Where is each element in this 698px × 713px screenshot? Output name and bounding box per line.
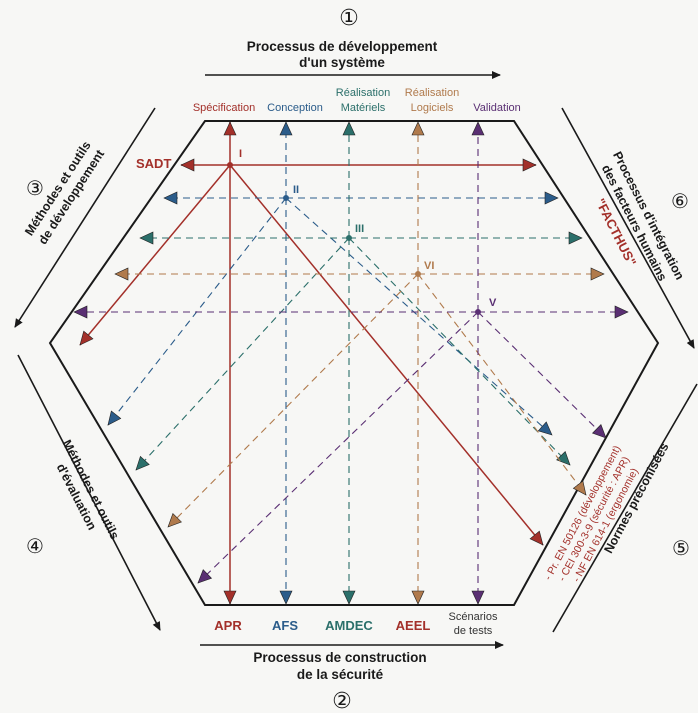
node-v-right-head xyxy=(614,305,629,319)
node-i-down-head xyxy=(223,590,237,605)
left-bottom-number: ④ xyxy=(26,536,44,558)
top-number: ① xyxy=(339,5,359,30)
safety-apr: APR xyxy=(214,618,242,633)
node-label-i: I xyxy=(239,148,242,160)
bottom-number: ② xyxy=(332,688,352,713)
node-v-down-head xyxy=(471,590,485,605)
node-label-vi: VI xyxy=(424,260,434,272)
node-ii-diag-left-head xyxy=(107,410,122,426)
node-i-diag-right-head xyxy=(529,530,544,546)
phase-specification: Spécification xyxy=(193,102,255,114)
node-v-diag-right-line xyxy=(477,311,607,439)
node-ii-diag-right-head xyxy=(537,421,553,436)
node-iii-left-head xyxy=(139,231,154,245)
node-vi-diag-right-head xyxy=(572,480,587,496)
node-iii-diag-left-head xyxy=(135,455,150,471)
arrow-network xyxy=(73,121,629,605)
top-title-line1: Processus de développement xyxy=(247,39,438,54)
phase-materiels-line1: Réalisation xyxy=(336,87,390,99)
right-bottom-number: ⑤ xyxy=(672,538,690,560)
safety-aeel: AEEL xyxy=(396,618,431,633)
safety-tests-line1: Scénarios xyxy=(449,611,498,623)
right-top-number: ⑥ xyxy=(671,191,689,213)
phase-logiciels-line2: Logiciels xyxy=(411,102,454,114)
node-v-diag-left-line xyxy=(197,311,479,584)
safety-tests-line2: de tests xyxy=(454,625,493,637)
node-vi-up-head xyxy=(411,121,425,136)
left-top-arrow xyxy=(14,107,156,328)
node-iii-right-head xyxy=(568,231,583,245)
node-i-diag-left-line xyxy=(79,164,231,346)
node-i-diag-left-head xyxy=(79,330,94,346)
node-label-iii: III xyxy=(355,223,364,235)
node-i-diag-right-line xyxy=(229,164,544,546)
phase-logiciels-line1: Réalisation xyxy=(405,87,459,99)
left-bottom-arrow xyxy=(17,354,161,631)
node-iii-diag-right-line xyxy=(348,237,571,466)
method-sadt: SADT xyxy=(136,156,171,171)
node-v-up-head xyxy=(471,121,485,136)
node-i-up-head xyxy=(223,121,237,136)
node-iii xyxy=(346,235,352,241)
node-ii-diag-right-line xyxy=(285,197,553,436)
right-top-arrow xyxy=(561,107,695,349)
node-iii-down-head xyxy=(342,590,356,605)
node-ii-up-head xyxy=(279,121,293,136)
node-v-diag-left-head xyxy=(197,569,213,584)
node-ii-right-head xyxy=(544,191,559,205)
node-i xyxy=(227,162,233,168)
bottom-title-line1: Processus de construction xyxy=(253,650,426,665)
right-bottom-arrow xyxy=(552,383,698,633)
hexagon-frame xyxy=(48,120,660,606)
node-ii xyxy=(283,195,289,201)
node-vi-diag-right-line xyxy=(417,273,587,496)
node-label-ii: II xyxy=(293,184,299,196)
safety-amdec: AMDEC xyxy=(325,618,373,633)
node-iii-up-head xyxy=(342,121,356,136)
phase-materiels-line2: Matériels xyxy=(341,102,386,114)
node-i-right-head xyxy=(522,158,537,172)
phase-conception: Conception xyxy=(267,102,323,114)
node-vi-left-head xyxy=(114,267,129,281)
phase-validation: Validation xyxy=(473,102,521,114)
node-ii-left-head xyxy=(163,191,178,205)
node-v-left-head xyxy=(73,305,88,319)
left-top-number: ③ xyxy=(26,178,44,200)
node-label-v: V xyxy=(489,297,497,309)
node-v xyxy=(475,309,481,315)
node-vi-diag-left-head xyxy=(167,512,182,528)
safety-afs: AFS xyxy=(272,618,298,633)
node-ii-down-head xyxy=(279,590,293,605)
node-vi-down-head xyxy=(411,590,425,605)
node-iii-diag-right-head xyxy=(556,450,571,466)
node-vi xyxy=(415,271,421,277)
node-v-diag-right-head xyxy=(591,424,607,439)
node-i-left-head xyxy=(180,158,195,172)
node-vi-right-head xyxy=(590,267,605,281)
top-title-line2: d'un système xyxy=(299,55,385,70)
bottom-title-line2: de la sécurité xyxy=(297,667,384,682)
node-iii-diag-left-line xyxy=(135,237,350,471)
